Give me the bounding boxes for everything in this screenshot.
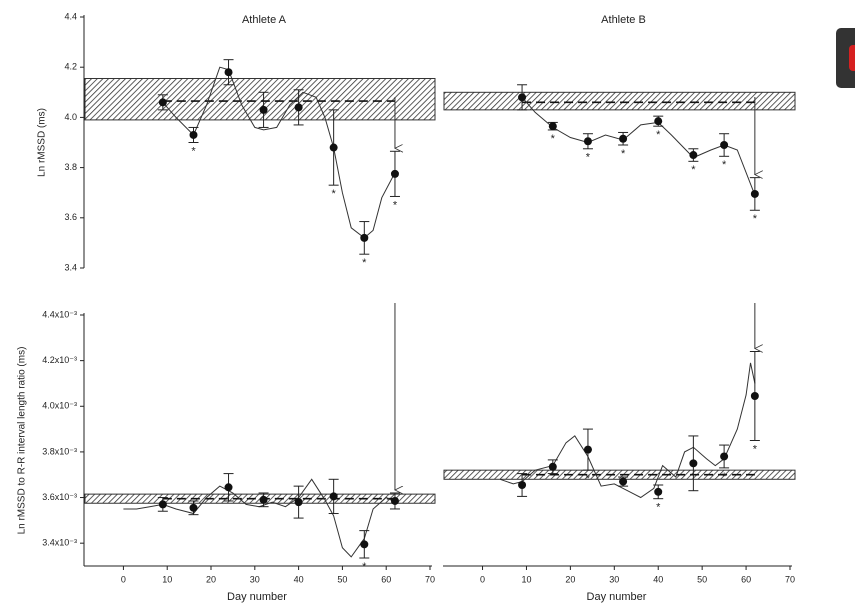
point [548, 122, 557, 131]
significance-star: * [691, 164, 696, 176]
trace-line [521, 96, 756, 196]
significance-star: * [586, 473, 591, 485]
significance-star: * [722, 159, 727, 171]
point [189, 503, 198, 512]
significance-star: * [362, 257, 367, 269]
point [224, 68, 233, 77]
y-tick-label: 4.2x10⁻³ [42, 355, 77, 365]
panel-title: Athlete A [242, 14, 287, 26]
panel: 3.4x10⁻³ 3.6x10⁻³ 3.8x10⁻³ 4.0x10⁻³ 4.2x10⁻³… [17, 303, 436, 603]
x-tick-label: 0 [121, 574, 126, 584]
band [443, 91, 796, 111]
panel-title: Athlete B [601, 14, 646, 26]
point [583, 137, 592, 146]
point [619, 134, 628, 143]
y-tick-label: 3.4x10⁻³ [42, 538, 77, 548]
x-tick-label: 50 [697, 574, 707, 584]
point [329, 492, 338, 501]
point [360, 233, 369, 242]
point [294, 103, 303, 112]
point [259, 495, 268, 504]
band [84, 77, 436, 121]
y-tick-label: 3.8 [64, 162, 77, 172]
point [518, 93, 527, 102]
y-tick-label: 4.2 [64, 62, 77, 72]
significance-star: * [656, 502, 661, 514]
point [390, 496, 399, 505]
point [360, 540, 369, 549]
point [294, 498, 303, 507]
y-tick-label: 4.0 [64, 112, 77, 122]
significance-star: * [621, 148, 626, 160]
x-tick-label: 50 [337, 574, 347, 584]
point [548, 462, 557, 471]
trace-line [162, 66, 396, 239]
panel: 3.4 3.6 3.8 4.0 4.2 4.4 Ln rMSSD (ms) Athlete A… [37, 11, 436, 272]
point [583, 445, 592, 454]
side-tab [836, 28, 855, 88]
point [189, 130, 198, 139]
y-tick-label: 3.6x10⁻³ [42, 492, 77, 502]
x-tick-label: 20 [565, 574, 575, 584]
significance-star: * [586, 152, 591, 164]
point [518, 480, 527, 489]
x-axis-label: Day number [587, 591, 647, 603]
point [158, 98, 167, 107]
x-tick-label: 60 [381, 574, 391, 584]
y-tick-label: 4.4x10⁻³ [42, 309, 77, 319]
significance-star: * [722, 471, 727, 483]
point [259, 105, 268, 114]
y-tick-label: 3.6 [64, 212, 77, 222]
y-tick-label: 4.4 [64, 11, 77, 21]
significance-star: * [656, 129, 661, 141]
significance-star: * [332, 188, 337, 200]
panel: Athlete B * * * * * * * [443, 14, 796, 225]
point [329, 143, 338, 152]
point [720, 141, 729, 150]
point [654, 487, 663, 496]
point [750, 392, 759, 401]
y-tick-label: 4.0x10⁻³ [42, 401, 77, 411]
x-tick-label: 30 [609, 574, 619, 584]
significance-star: * [393, 199, 398, 211]
panel: 0 10 20 30 40 50 60 70 Day number * * * * [443, 303, 796, 603]
x-tick-label: 20 [206, 574, 216, 584]
y-axis-label: Ln rMSSD to R-R interval length ratio (m… [17, 347, 28, 535]
significance-star: * [753, 213, 758, 225]
x-tick-label: 10 [521, 574, 531, 584]
point [158, 500, 167, 509]
point [654, 117, 663, 126]
x-tick-label: 70 [425, 574, 435, 584]
y-tick-label: 3.8x10⁻³ [42, 446, 77, 456]
significance-star: * [191, 145, 196, 157]
significance-star: * [753, 443, 758, 455]
band [443, 469, 796, 480]
significance-star: * [551, 133, 556, 145]
x-tick-label: 60 [741, 574, 751, 584]
point [689, 151, 698, 160]
y-axis-label: Ln rMSSD (ms) [37, 108, 48, 177]
point [619, 477, 628, 486]
x-axis-label: Day number [227, 591, 287, 603]
point [390, 169, 399, 178]
y-tick-label: 3.4 [64, 262, 77, 272]
x-tick-label: 40 [653, 574, 663, 584]
point [750, 189, 759, 198]
x-tick-label: 0 [480, 574, 485, 584]
x-tick-label: 40 [294, 574, 304, 584]
x-tick-label: 70 [785, 574, 795, 584]
significance-star: * [362, 561, 367, 573]
point [720, 452, 729, 461]
trace-line [123, 478, 396, 558]
point [224, 483, 233, 492]
x-tick-label: 10 [162, 574, 172, 584]
point [689, 459, 698, 468]
x-tick-label: 30 [250, 574, 260, 584]
